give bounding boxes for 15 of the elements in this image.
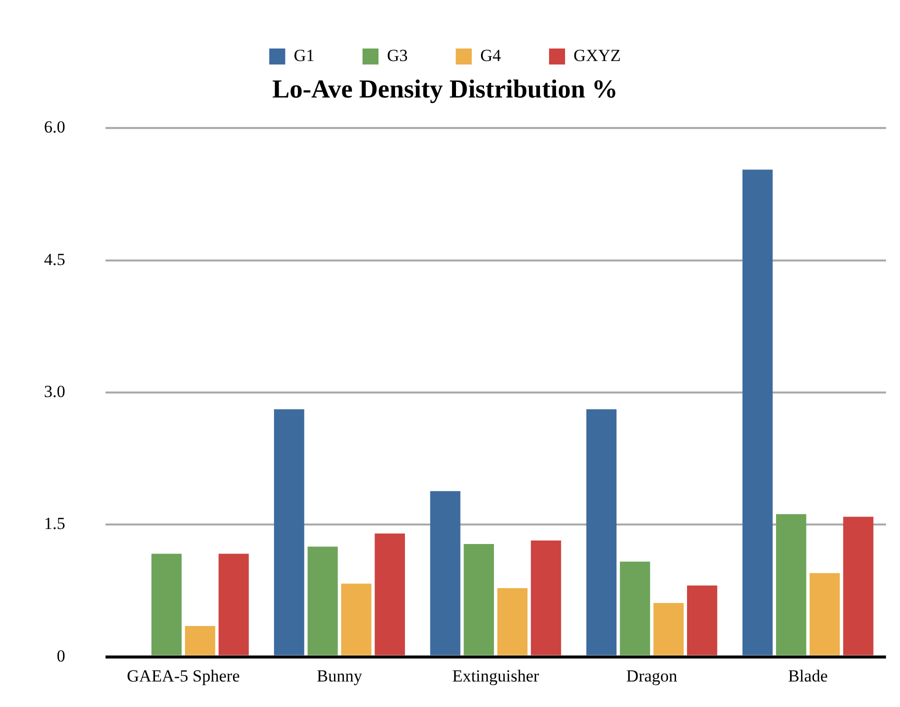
y-tick-label: 0: [56, 646, 66, 666]
legend-label: GXYZ: [574, 46, 621, 65]
y-tick-label: 1.5: [44, 514, 66, 534]
chart-title: Lo-Ave Density Distribution %: [272, 74, 618, 104]
x-tick-label: Bunny: [316, 666, 363, 686]
x-tick-label: Extinguisher: [452, 666, 540, 686]
x-tick-label: GAEA-5 Sphere: [126, 666, 240, 686]
legend-label: G4: [480, 46, 502, 65]
x-tick-label: Blade: [788, 666, 828, 686]
y-tick-label: 6.0: [44, 118, 66, 137]
legend-label: G3: [387, 46, 408, 65]
y-tick-label: 4.5: [44, 250, 66, 269]
legend-label: G1: [294, 46, 315, 65]
x-tick-label: Dragon: [626, 666, 678, 686]
y-tick-label: 3.0: [44, 382, 66, 401]
